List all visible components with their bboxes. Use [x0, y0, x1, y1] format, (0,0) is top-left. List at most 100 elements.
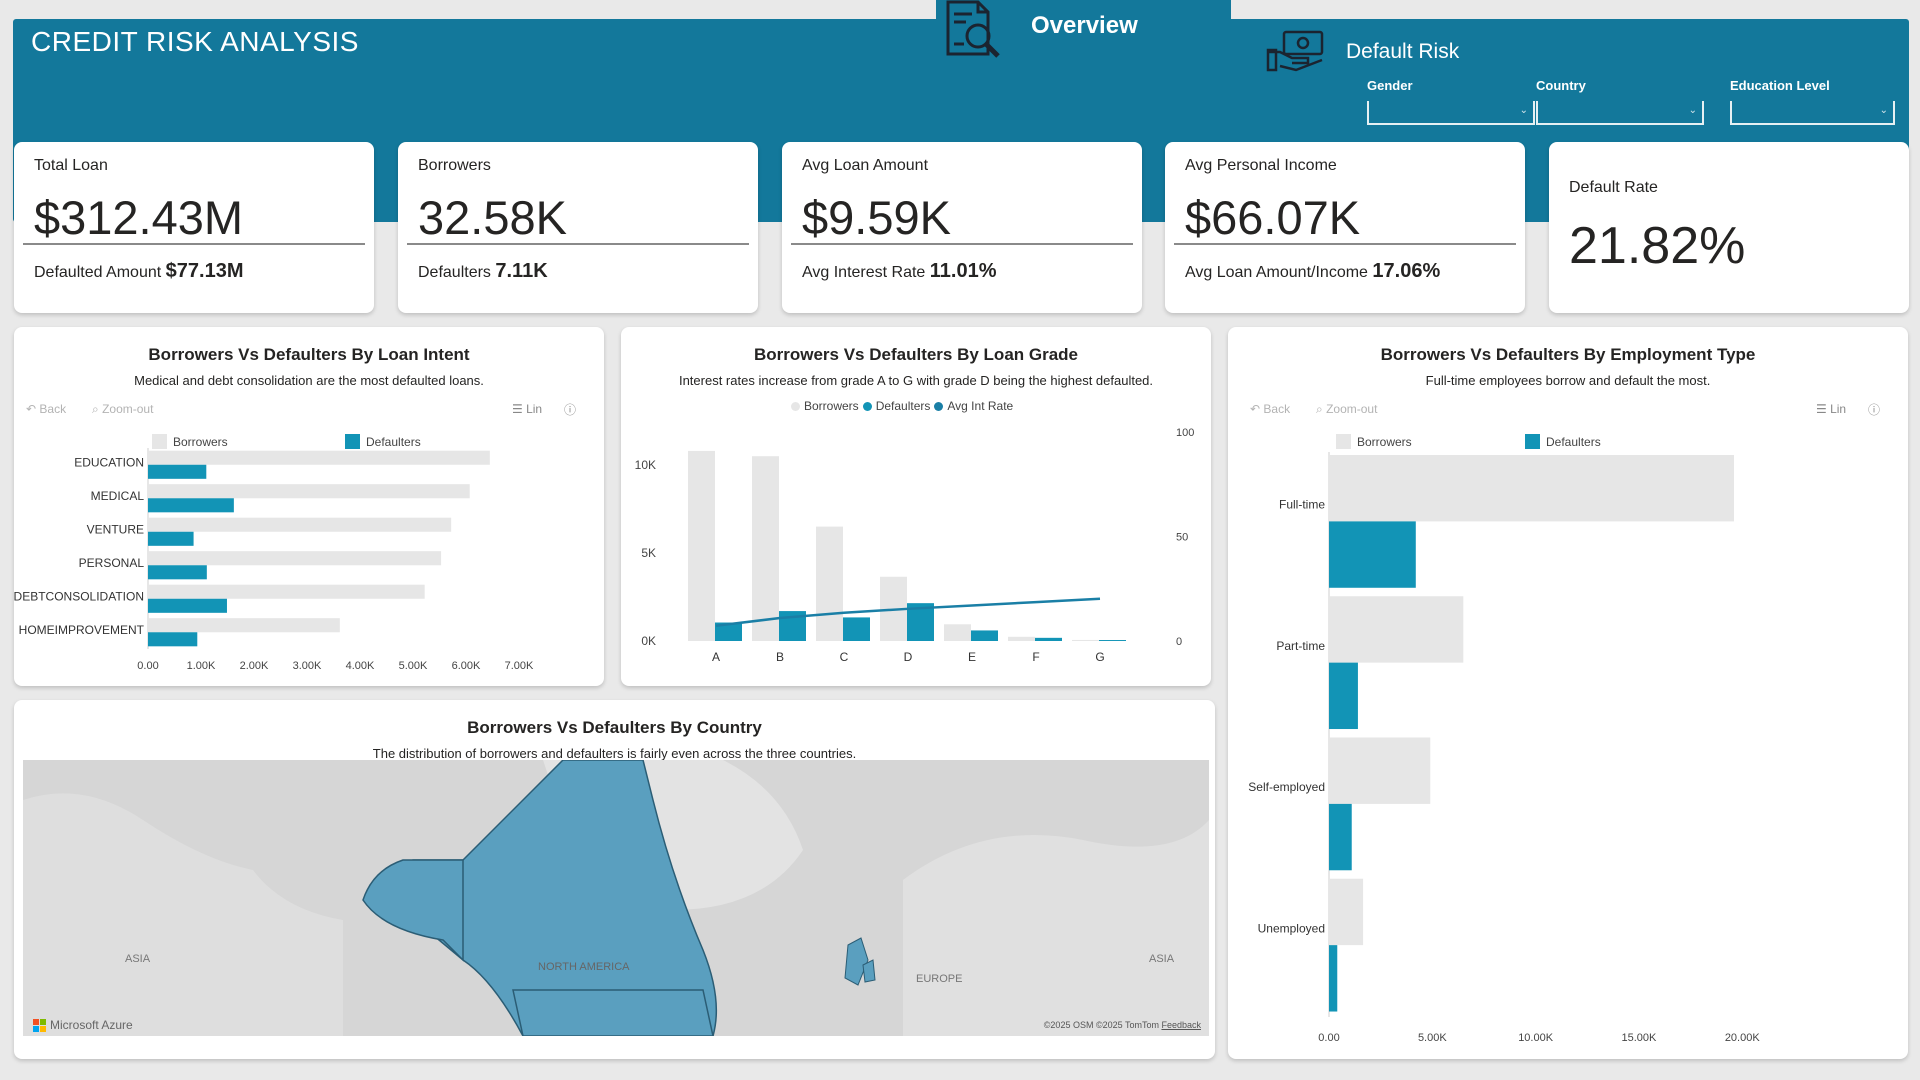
bar-borrowers [816, 526, 843, 641]
zoom-out-button[interactable]: ⌕ Zoom-out [92, 402, 153, 417]
bar-borrowers [148, 484, 470, 499]
x-tick-label: 20.00K [1725, 1032, 1761, 1044]
country-slicer-label: Country [1536, 78, 1586, 93]
bar-borrowers [1072, 639, 1099, 641]
y-tick-label: 10K [635, 458, 656, 472]
category-label: EDUCATION [74, 455, 144, 469]
kpi-card-avg-loan: Avg Loan Amount $9.59K Avg Interest Rate… [782, 142, 1142, 313]
chart-title: Borrowers Vs Defaulters By Loan Intent [148, 345, 470, 364]
bar-borrowers [1329, 455, 1734, 522]
x-tick-label: 2.00K [240, 660, 269, 672]
kpi-sub-value: 11.01% [929, 260, 997, 282]
nav-overview-button[interactable]: Overview [936, 0, 1231, 58]
zoom-out-button[interactable]: ⌕ Zoom-out [1316, 402, 1377, 417]
bar-defaulters [148, 565, 207, 580]
bar-defaulters [148, 632, 198, 647]
x-tick-label: 5.00K [399, 660, 428, 672]
bar-defaulters [148, 598, 227, 613]
employment-chart: Full-time Part-time Self-employed Unemploye… [1248, 452, 1761, 1044]
education-slicer[interactable]: Education Level ⌄ [1730, 78, 1895, 125]
x-tick-label: E [968, 650, 976, 664]
lin-scale-button[interactable]: ☰ Lin [1816, 402, 1847, 416]
employment-chart-card: Borrowers Vs Defaulters By Employment Ty… [1228, 327, 1908, 1059]
x-tick-label: 1.00K [187, 660, 216, 672]
bar-borrowers [148, 584, 425, 599]
category-label: VENTURE [87, 522, 144, 536]
education-slicer-label: Education Level [1730, 78, 1830, 93]
bar-defaulters [148, 531, 194, 546]
map-label-asia-right: ASIA [1149, 953, 1175, 965]
legend-label: Borrowers [173, 434, 228, 449]
y2-tick-label: 0 [1176, 636, 1182, 648]
kpi-card-borrowers: Borrowers 32.58K Defaulters 7.11K [398, 142, 758, 313]
country-map-card: Borrowers Vs Defaulters By Country The d… [14, 700, 1215, 1059]
kpi-title: Default Rate [1569, 179, 1658, 196]
chevron-down-icon: ⌄ [1688, 105, 1697, 116]
microsoft-logo-icon [33, 1018, 46, 1032]
zoom-out-label: Zoom-out [102, 402, 154, 416]
education-dropdown[interactable]: ⌄ [1730, 101, 1895, 125]
kpi-sub-value: 7.11K [495, 260, 548, 282]
category-label: DEBTCONSOLIDATION [14, 589, 144, 603]
x-tick-label: 0.00 [137, 660, 158, 672]
country-dropdown[interactable]: ⌄ [1536, 101, 1704, 125]
legend-swatch [345, 434, 360, 449]
hand-money-icon [1266, 28, 1328, 79]
legend-swatch [862, 401, 872, 411]
bar-borrowers [688, 450, 715, 641]
legend-swatch [1336, 434, 1351, 449]
category-label: HOMEIMPROVEMENT [19, 623, 145, 637]
gender-slicer-label: Gender [1367, 78, 1413, 93]
bar-borrowers [148, 551, 442, 566]
bar-borrowers [1329, 878, 1364, 946]
lin-scale-button[interactable]: ☰ Lin [512, 402, 543, 416]
zoom-out-label: Zoom-out [1326, 402, 1378, 416]
gender-dropdown[interactable]: ⌄ [1367, 101, 1535, 125]
legend-label: Defaulters [366, 434, 421, 449]
zoom-icon: ⌕ [1316, 402, 1323, 416]
help-icon[interactable]: ⓘ [564, 403, 577, 417]
kpi-sub: Avg Interest Rate 11.01% [802, 260, 997, 283]
back-button[interactable]: ↶ Back [1250, 402, 1291, 416]
kpi-title: Avg Loan Amount [802, 157, 929, 174]
map-copyright-text: ©2025 OSM ©2025 TomTom [1043, 1020, 1159, 1030]
kpi-divider [1174, 243, 1516, 245]
bar-defaulters [843, 617, 870, 641]
help-icon[interactable]: ⓘ [1868, 403, 1881, 417]
nav-default-risk-button[interactable]: Default Risk [1266, 28, 1486, 76]
kpi-divider [23, 243, 365, 245]
zoom-icon: ⌕ [92, 402, 99, 416]
kpi-title: Total Loan [34, 157, 108, 174]
chevron-down-icon: ⌄ [1519, 105, 1528, 116]
nav-default-risk-label: Default Risk [1346, 40, 1460, 63]
x-tick-label: D [904, 650, 913, 664]
bar-borrowers [1329, 737, 1431, 804]
legend-borrowers: Borrowers [1336, 434, 1412, 449]
category-label: MEDICAL [91, 489, 145, 503]
kpi-title: Avg Personal Income [1185, 157, 1337, 174]
loan-grade-chart-card: Borrowers Vs Defaulters By Loan Grade In… [621, 327, 1211, 686]
bar-borrowers [148, 450, 490, 465]
back-button[interactable]: ↶ Back [26, 402, 67, 416]
bar-defaulters [1329, 803, 1352, 871]
map-title: Borrowers Vs Defaulters By Country [467, 718, 762, 737]
x-tick-label: 0.00 [1318, 1032, 1339, 1044]
bar-defaulters [715, 622, 742, 641]
map-feedback-link[interactable]: Feedback [1161, 1020, 1201, 1030]
bar-defaulters [148, 498, 234, 513]
kpi-sub-value: $77.13M [165, 260, 244, 282]
kpi-value: 32.58K [418, 191, 567, 244]
kpi-value: $9.59K [802, 191, 951, 244]
kpi-sub: Avg Loan Amount/Income 17.06% [1185, 260, 1440, 283]
bar-borrowers [1329, 596, 1464, 663]
gender-slicer[interactable]: Gender ⌄ [1367, 78, 1535, 125]
country-slicer[interactable]: Country ⌄ [1536, 78, 1704, 125]
legend-swatch [934, 401, 944, 411]
app-title: CREDIT RISK ANALYSIS [31, 26, 359, 57]
map-canvas: NORTH AMERICA EUROPE ASIA ASIA [23, 760, 1209, 1036]
x-tick-label: F [1032, 650, 1039, 664]
map-label-north-america: NORTH AMERICA [538, 961, 630, 973]
map-attribution-text: Microsoft Azure [50, 1018, 133, 1032]
y-tick-label: 5K [641, 546, 656, 560]
country-map[interactable]: NORTH AMERICA EUROPE ASIA ASIA Microsoft… [23, 760, 1209, 1036]
